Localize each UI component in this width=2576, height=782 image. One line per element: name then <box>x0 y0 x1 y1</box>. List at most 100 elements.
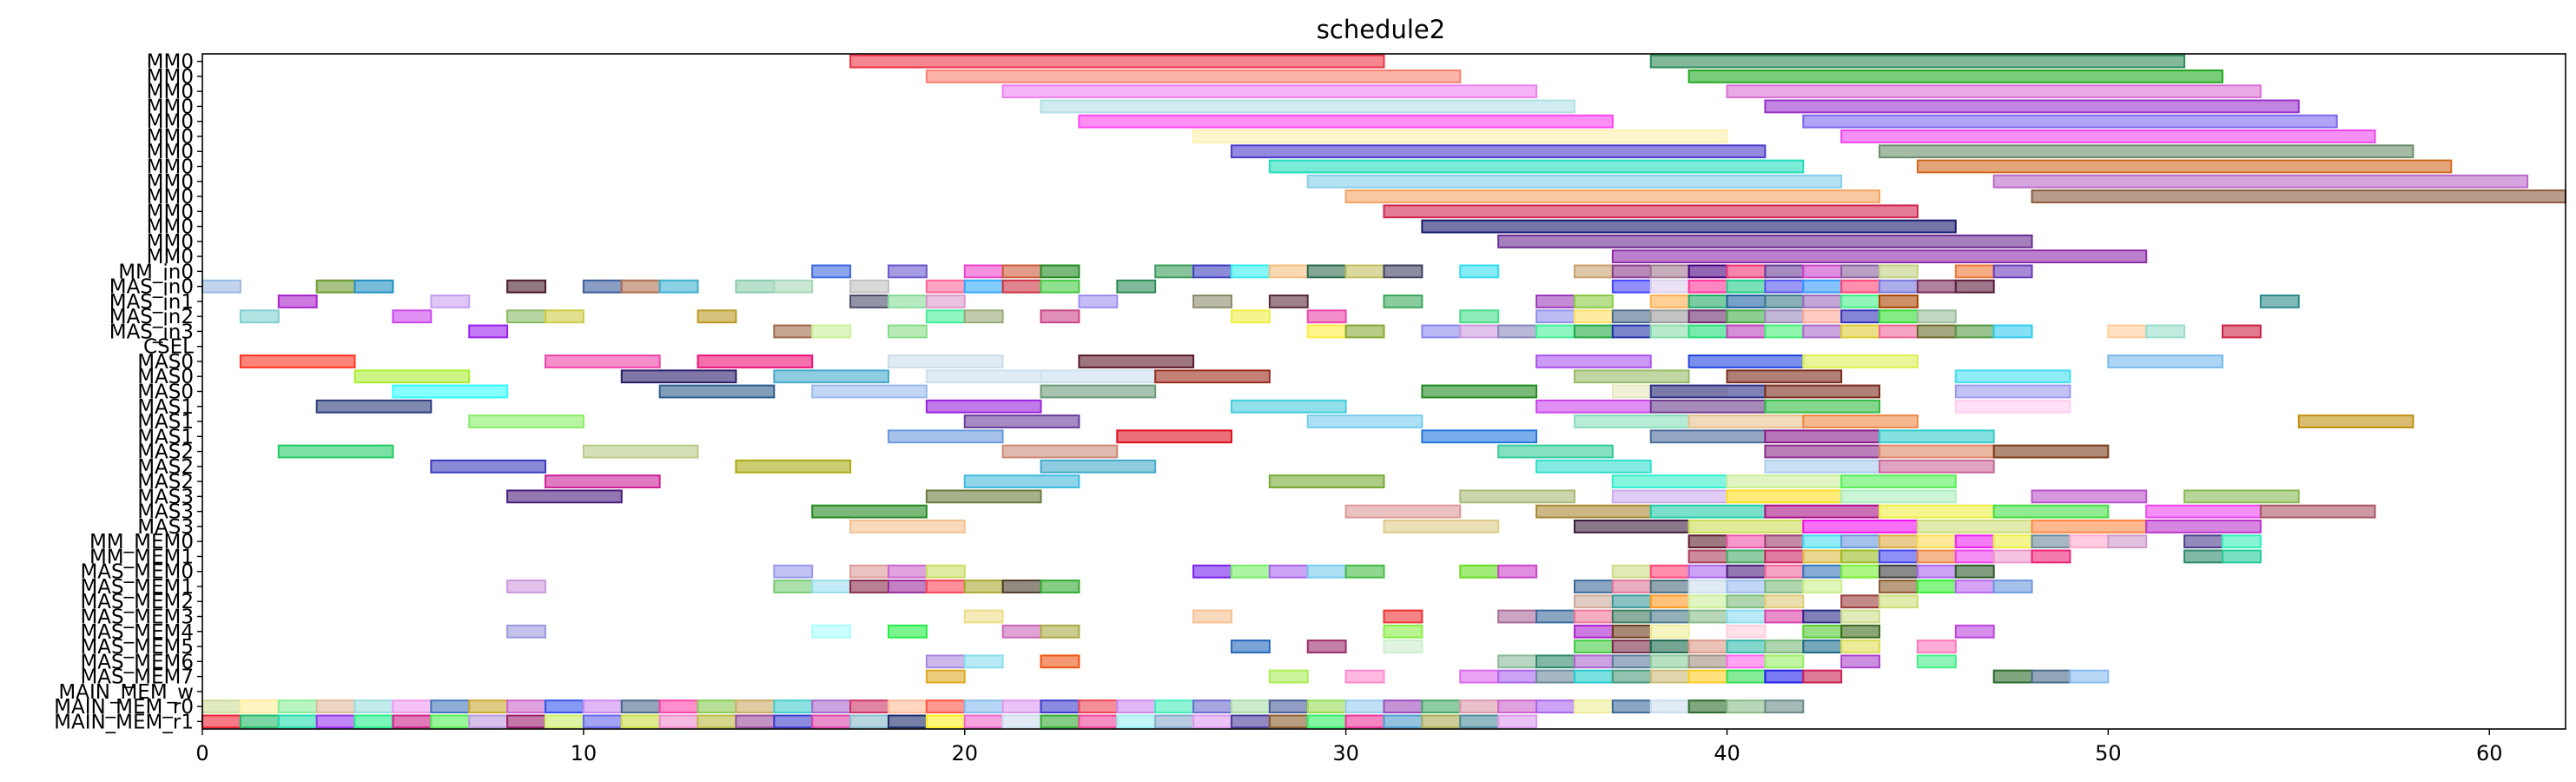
task-bar-mas_in1-90 <box>1879 294 1919 308</box>
task-bar-mas_mem0-259 <box>925 564 966 579</box>
y-tick-label: MM0 <box>147 231 194 254</box>
task-bar-mas1-179 <box>2297 414 2414 428</box>
task-bar-mas_in0-66 <box>1726 279 1767 294</box>
task-bar-mm0-20 <box>1383 204 1919 219</box>
task-bar-mas_mem1-294 <box>1916 580 1957 593</box>
x-tick-label: 50 <box>2095 741 2122 765</box>
task-bar-mas_in3-128 <box>1726 324 1767 339</box>
task-bar-mas_mem5-340 <box>1802 640 1843 653</box>
task-bar-mas0-144 <box>1536 355 1652 368</box>
task-bar-mas_in2-110 <box>1802 309 1843 324</box>
task-bar-mas_in0-56 <box>773 279 814 294</box>
task-bar-mm0-1 <box>1649 54 2186 69</box>
task-bar-mas1-169 <box>1536 399 1652 414</box>
task-bar-mas_mem3-316 <box>1802 609 1843 624</box>
task-bar-mas0-148 <box>353 369 471 384</box>
task-bar-mas_in0-51 <box>506 279 546 294</box>
task-bar-mas0-154 <box>1573 369 1690 384</box>
task-bar-mas_in0-63 <box>1611 279 1652 294</box>
y-tick-label: MAS3 <box>137 486 194 508</box>
task-bar-mas_mem6-355 <box>1916 654 1957 669</box>
task-bar-mm0-23 <box>1611 249 2148 264</box>
task-bar-mas_mem0-272 <box>1802 564 1843 579</box>
y-tick-label: MAS1 <box>137 396 194 419</box>
task-bar-mas_mem1-295 <box>1954 580 1995 593</box>
task-bar-mas_mem7-357 <box>1268 669 1309 684</box>
task-bar-mas_in1-88 <box>1802 294 1843 308</box>
y-tick-label: MAS_MEM0 <box>80 561 194 584</box>
task-bar-main_mem_r1-438 <box>1116 714 1157 729</box>
task-bar-mas_in0-71 <box>1916 279 1957 294</box>
task-bar-main_mem_r1-433 <box>925 714 966 729</box>
task-bar-mm_mem1-255 <box>2222 549 2262 564</box>
task-bar-mas_mem0-266 <box>1497 564 1538 579</box>
task-bar-main_mem_r1-440 <box>1192 714 1232 729</box>
task-bar-main_mem_r1-447 <box>1459 714 1500 729</box>
task-bar-mas1-171 <box>1764 399 1881 414</box>
task-bar-mas_in0-55 <box>735 279 776 294</box>
task-bar-mas3-223 <box>1383 519 1500 533</box>
x-axis: 0 10 20 30 40 50 60 <box>195 729 2502 765</box>
task-bar-mm0-11 <box>1840 129 2376 143</box>
task-bar-mm_in0-37 <box>1573 264 1614 279</box>
task-bar-mas_mem6-345 <box>1040 654 1080 669</box>
task-bar-mm_in0-26 <box>963 264 1004 279</box>
task-bar-mas_in3-136 <box>2107 324 2148 339</box>
task-bar-mm_mem0-242 <box>2183 534 2224 549</box>
task-bar-main_mem_r1-434 <box>963 714 1004 729</box>
y-tick-label: MAS_MEM7 <box>80 666 194 689</box>
task-bar-mas3-225 <box>1688 519 1805 533</box>
task-bar-mas_mem1-291 <box>1764 580 1805 593</box>
task-bar-mas_mem4-329 <box>1840 624 1881 639</box>
task-bar-mas1-181 <box>1116 429 1232 444</box>
task-bar-mas3-219 <box>1992 504 2110 519</box>
task-bar-mas_in0-59 <box>963 279 1004 294</box>
task-bar-mas_in1-77 <box>925 294 966 308</box>
x-tick-label: 20 <box>951 741 978 765</box>
task-bar-main_mem_r0-376 <box>353 699 394 714</box>
task-bar-mm0-14 <box>1268 159 1805 174</box>
task-bar-mas2-197 <box>1764 459 1881 474</box>
y-tick-label: MM0 <box>147 126 194 149</box>
task-bar-mas0-146 <box>1802 355 1919 368</box>
task-bar-main_mem_r0-393 <box>1001 699 1042 714</box>
task-bar-mm0-13 <box>1879 144 2414 159</box>
task-bar-mas_in2-105 <box>1611 309 1652 324</box>
task-bar-mas_in1-80 <box>1268 294 1309 308</box>
task-bar-main_mem_r1-420 <box>430 714 471 729</box>
task-bar-mm_in0-39 <box>1649 264 1690 279</box>
task-bar-mm0-8 <box>1078 114 1614 129</box>
task-bar-mas_in3-131 <box>1840 324 1881 339</box>
task-bar-mas_mem7-364 <box>1649 669 1690 684</box>
task-bar-mas_mem2-298 <box>1611 594 1652 609</box>
task-bar-main_mem_r1-439 <box>1154 714 1195 729</box>
task-bar-mas_mem0-260 <box>1192 564 1232 579</box>
x-tick-label: 10 <box>571 741 598 765</box>
task-bar-mm0-10 <box>1192 129 1728 143</box>
task-bar-mas0-163 <box>1649 384 1767 399</box>
task-bar-mas2-190 <box>1764 444 1881 459</box>
task-bar-mm0-3 <box>1688 69 2224 83</box>
task-bar-mas3-206 <box>925 489 1042 504</box>
task-bar-mas0-164 <box>1764 384 1881 399</box>
task-bar-mas1-170 <box>1649 399 1767 414</box>
task-bar-mas_mem7-371 <box>2069 669 2110 684</box>
task-bar-mas_mem1-282 <box>925 580 966 593</box>
task-bar-mas1-172 <box>1954 399 2071 414</box>
task-bar-main_mem_r0-404 <box>1421 699 1462 714</box>
task-bar-mas_mem3-313 <box>1688 609 1728 624</box>
task-bar-mas0-158 <box>658 384 776 399</box>
task-bar-mas0-149 <box>620 369 737 384</box>
task-bar-mas_mem0-269 <box>1688 564 1728 579</box>
task-bar-mm_mem0-230 <box>1688 534 1728 549</box>
task-bar-main_mem_r0-400 <box>1268 699 1309 714</box>
task-bar-mas3-208 <box>1611 489 1728 504</box>
task-bar-main_mem_r0-396 <box>1116 699 1157 714</box>
task-bar-mas0-141 <box>697 355 814 368</box>
task-bar-mas_in3-126 <box>1649 324 1690 339</box>
task-bar-mas2-201 <box>1268 474 1385 489</box>
task-bar-mas_mem6-354 <box>1840 654 1881 669</box>
task-bar-mas_mem1-290 <box>1726 580 1767 593</box>
task-bar-mas_mem0-267 <box>1611 564 1652 579</box>
